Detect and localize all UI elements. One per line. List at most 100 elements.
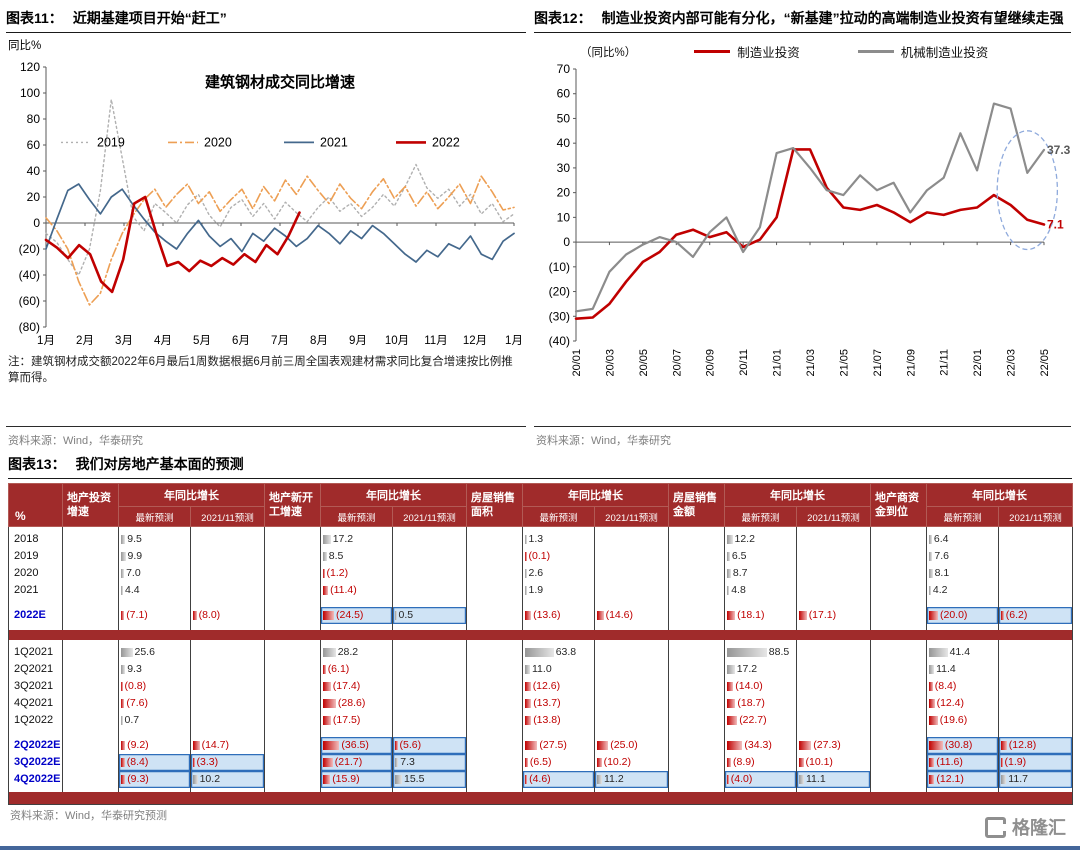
- value-cell: 17.2: [724, 660, 797, 678]
- positive-data-bar: [929, 568, 933, 578]
- top-row: 图表11： 近期基建项目开始“赶工” 同比% 120 100 80 60 40 20 0 (2…: [6, 10, 1071, 447]
- value-cell: 28.2: [320, 643, 393, 661]
- value-cell: (7.1): [118, 606, 191, 624]
- value-cell: 11.7: [998, 770, 1073, 788]
- value-cell: (17.5): [320, 711, 393, 729]
- exhibit-13-section: 图表13： 我们对房地产基本面的预测 % 地产投资 增速 年同比增长 地产新开 工增速 年同…: [0, 448, 1080, 823]
- svg-text:20/05: 20/05: [638, 349, 650, 377]
- series-swatch-gray: [857, 50, 894, 54]
- svg-text:9月: 9月: [349, 335, 367, 347]
- negative-data-bar: [323, 568, 325, 578]
- positive-data-bar: [1001, 774, 1007, 784]
- svg-text:30: 30: [557, 161, 571, 175]
- row-label: 4Q2022E: [8, 770, 63, 788]
- positive-data-bar: [525, 664, 530, 674]
- positive-data-bar: [525, 534, 527, 544]
- svg-text:20: 20: [27, 190, 41, 204]
- divider: [534, 32, 1071, 34]
- value-cell: 0.5: [392, 606, 467, 624]
- exhibit-title: 制造业投资内部可能有分化，“新基建”拉动的高端制造业投资有望继续走强: [601, 10, 1064, 26]
- negative-data-bar: [1001, 740, 1007, 750]
- negative-data-bar: [525, 715, 532, 725]
- row-label: 2Q2021: [8, 660, 63, 678]
- row-label: 3Q2021: [8, 677, 63, 695]
- col-header-latest: 最新预测: [118, 506, 191, 528]
- legend-label: 机械制造业投资: [900, 46, 989, 61]
- value-cell: (12.6): [522, 677, 595, 695]
- value-cell: (24.5): [320, 606, 393, 624]
- svg-text:3月: 3月: [115, 335, 133, 347]
- value-cell: 17.2: [320, 530, 393, 548]
- col-header-latest: 最新预测: [320, 506, 393, 528]
- svg-text:(20): (20): [19, 242, 40, 256]
- svg-text:20/03: 20/03: [604, 349, 616, 377]
- col-header-group: 房屋销售 金额: [668, 483, 725, 528]
- table-row: 4Q2022E (9.3) 10.2 (15.9) 15.5 (4.6) 11.2 (4.0)…: [8, 770, 1073, 788]
- value-cell: (10.2): [594, 753, 669, 771]
- negative-data-bar: [525, 698, 532, 708]
- source-note: 资料来源：Wind，华泰研究预测: [10, 809, 168, 822]
- negative-data-bar: [323, 740, 340, 750]
- negative-data-bar: [727, 757, 731, 767]
- exhibit-id: 图表12：: [534, 10, 592, 26]
- row-label: 2018: [8, 530, 63, 548]
- svg-text:2021: 2021: [320, 136, 348, 150]
- negative-data-bar: [323, 774, 331, 784]
- svg-text:22/05: 22/05: [1039, 349, 1051, 377]
- svg-text:4月: 4月: [154, 335, 172, 347]
- value-cell: (19.6): [926, 711, 999, 729]
- page-footer-strip: [0, 846, 1080, 850]
- svg-text:2020: 2020: [204, 136, 232, 150]
- value-cell: (17.4): [320, 677, 393, 695]
- value-cell: 88.5: [724, 643, 797, 661]
- negative-data-bar: [727, 681, 734, 691]
- svg-text:20/11: 20/11: [738, 349, 750, 376]
- table-row: 3Q2022E (8.4) (3.3) (21.7) 7.3 (6.5) (10.2) (8.…: [8, 753, 1073, 771]
- value-cell: (8.9): [724, 753, 797, 771]
- positive-data-bar: [121, 715, 123, 725]
- positive-data-bar: [929, 551, 933, 561]
- svg-text:50: 50: [557, 112, 571, 126]
- positive-data-bar: [121, 568, 125, 578]
- col-header-group: 地产商资 金到位: [870, 483, 927, 528]
- negative-data-bar: [525, 740, 538, 750]
- value-cell: (8.4): [118, 753, 191, 771]
- svg-text:(40): (40): [549, 334, 570, 348]
- svg-text:1月: 1月: [505, 335, 523, 347]
- svg-text:40: 40: [557, 136, 571, 150]
- value-cell: 1.9: [522, 581, 595, 599]
- value-cell: (18.7): [724, 694, 797, 712]
- source-note: 资料来源：Wind，华泰研究: [536, 435, 672, 447]
- spacer-row: [8, 639, 1073, 644]
- col-header-prev: 2021/11预测: [796, 506, 871, 528]
- negative-data-bar: [121, 774, 126, 784]
- svg-text:37.3: 37.3: [1047, 143, 1071, 157]
- col-header-yoy: 年同比增长: [724, 483, 871, 508]
- negative-data-bar: [323, 664, 326, 674]
- value-cell: 4.4: [118, 581, 191, 599]
- negative-data-bar: [929, 757, 935, 767]
- negative-data-bar: [193, 610, 197, 620]
- positive-data-bar: [121, 585, 123, 595]
- positive-data-bar: [525, 647, 554, 657]
- value-cell: 11.4: [926, 660, 999, 678]
- positive-data-bar: [799, 774, 804, 784]
- value-cell: 8.1: [926, 564, 999, 582]
- svg-text:1月: 1月: [37, 335, 55, 347]
- value-cell: (34.3): [724, 736, 797, 754]
- value-cell: (9.2): [118, 736, 191, 754]
- svg-text:0: 0: [563, 235, 570, 249]
- negative-data-bar: [929, 698, 935, 708]
- value-cell: (8.0): [190, 606, 265, 624]
- spacer-row: [8, 728, 1073, 737]
- chart-legend: （同比%） 制造业投资 机械制造业投资: [534, 42, 1071, 61]
- forecast-table: % 地产投资 增速 年同比增长 地产新开 工增速 年同比增长 房屋销售 面积 年同比增长 房屋销售金…: [8, 483, 1073, 805]
- row-label: 2Q2022E: [8, 736, 63, 754]
- row-label: 2020: [8, 564, 63, 582]
- svg-text:0: 0: [33, 216, 40, 230]
- value-cell: 9.9: [118, 547, 191, 565]
- negative-data-bar: [121, 757, 125, 767]
- table-row: 2019 9.9 8.5 (0.1) 6.5 7.6: [8, 547, 1073, 565]
- value-cell: (1.9): [998, 753, 1073, 771]
- svg-text:(60): (60): [19, 294, 40, 308]
